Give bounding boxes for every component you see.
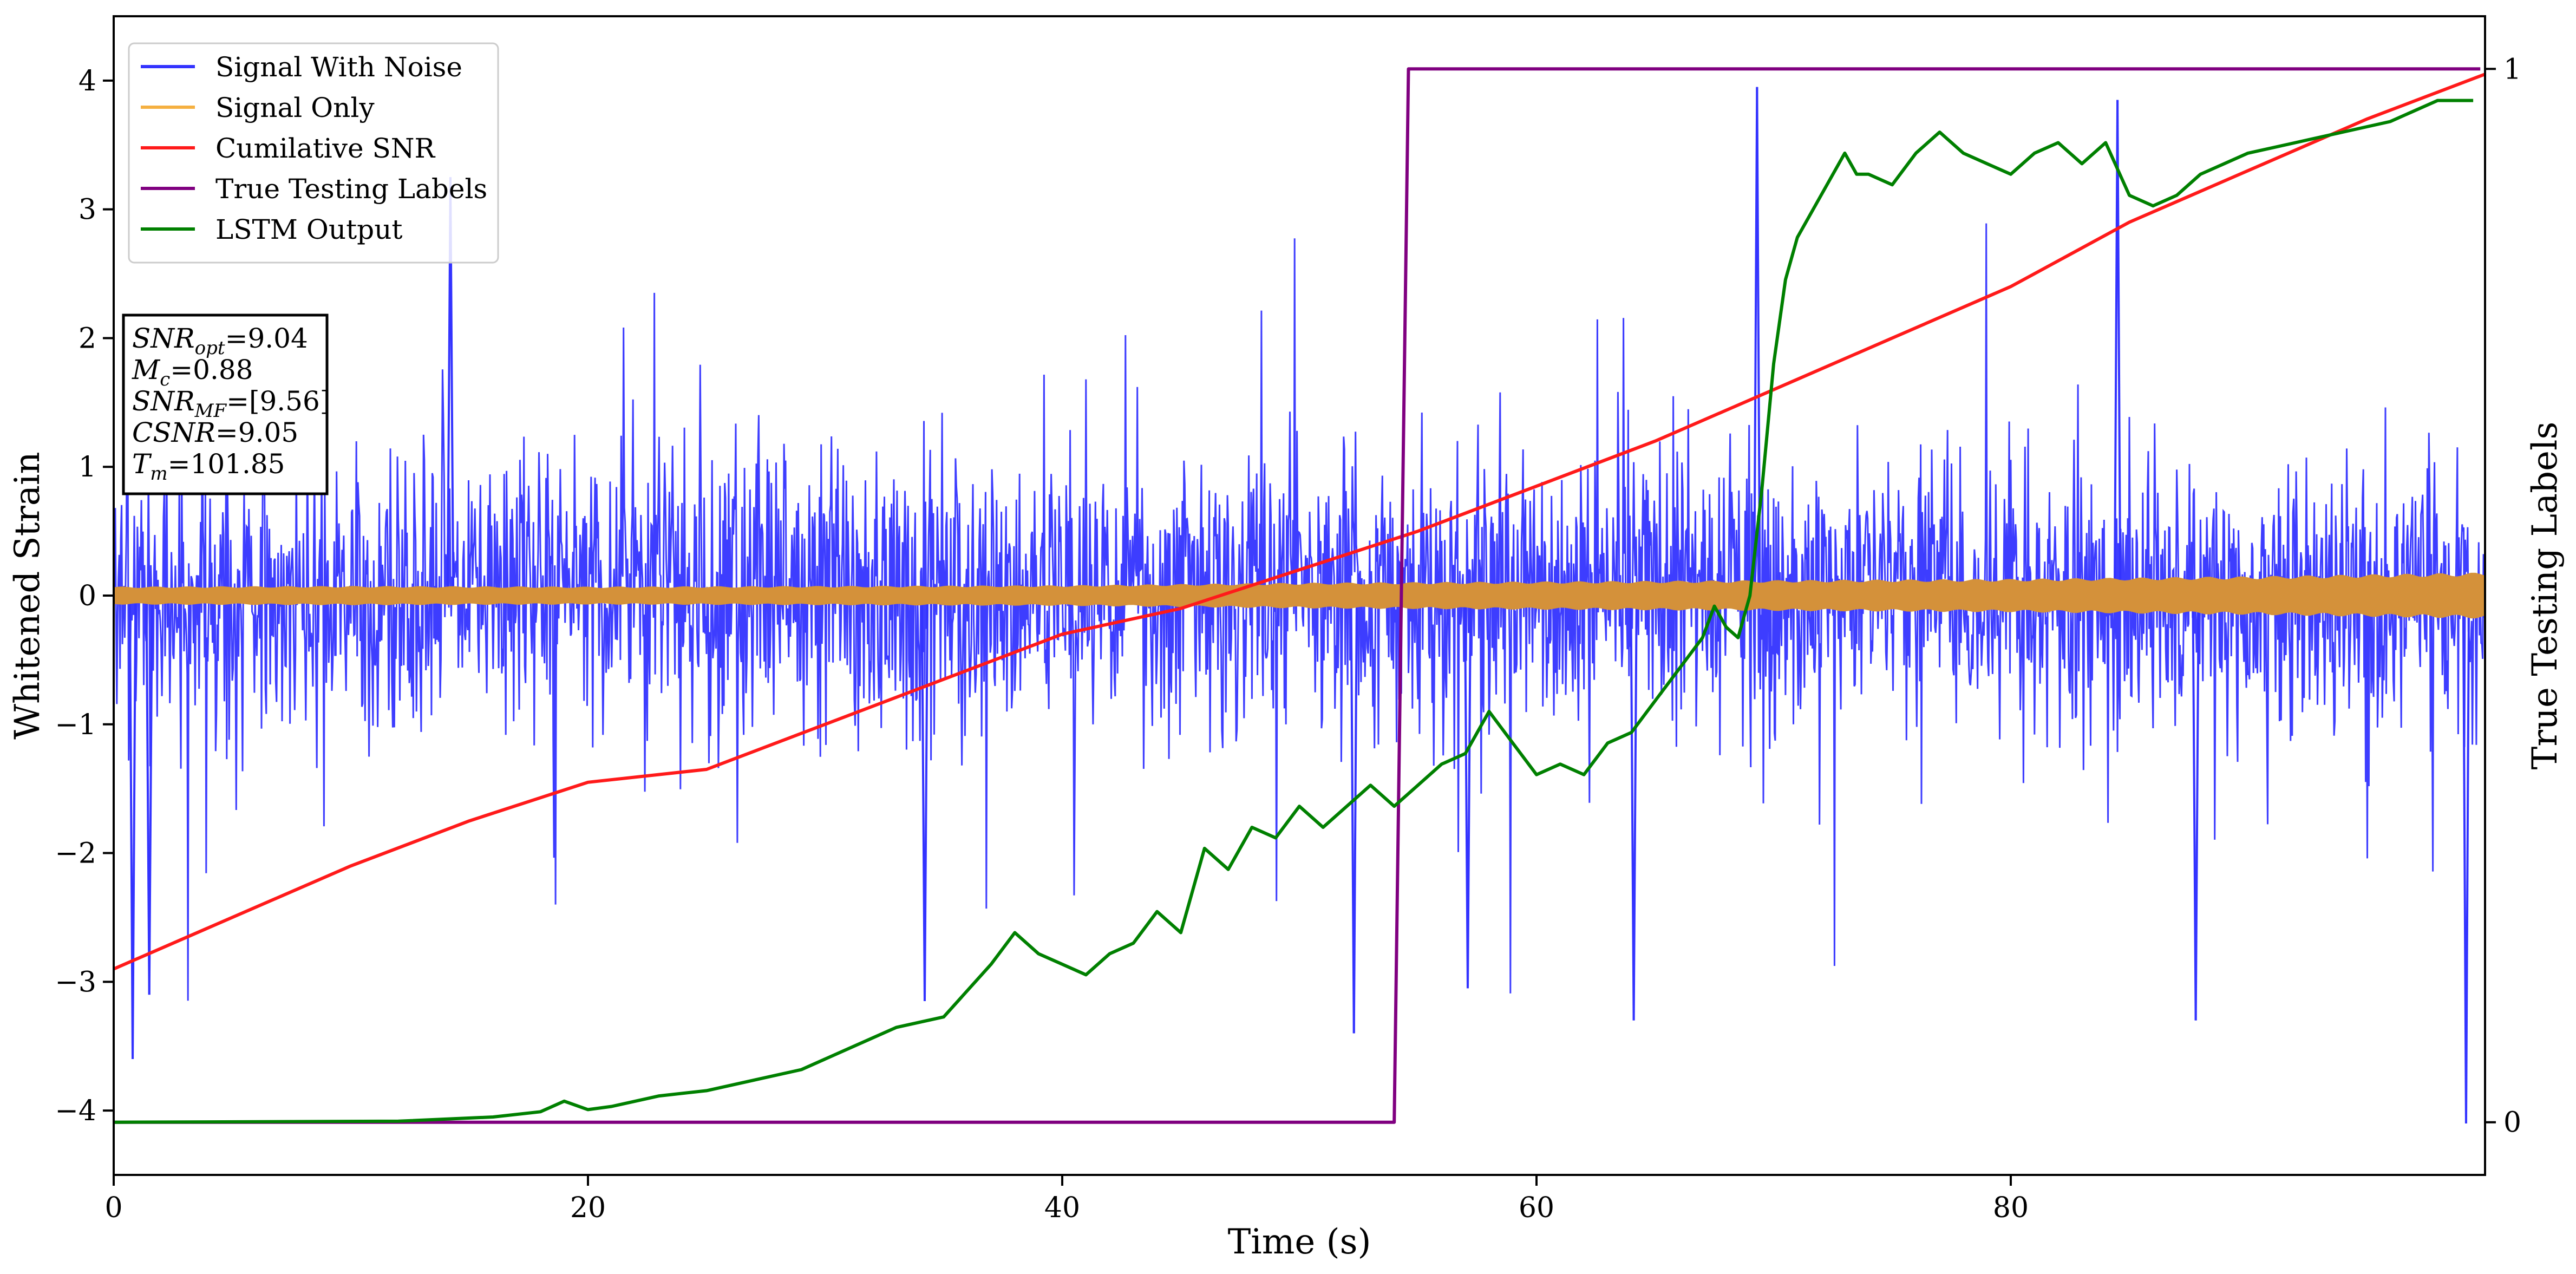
true-testing-labels-line: [114, 67, 2481, 1124]
y-tick-label: −3: [55, 966, 96, 998]
noise-spike: [2116, 100, 2122, 596]
x-tick-label: 80: [1993, 1192, 2029, 1224]
y-tick-label: −4: [55, 1095, 96, 1127]
annotation-box: SNRopt=9.04Mc=0.88SNRMF=[9.56]CSNR=9.05T…: [122, 313, 330, 495]
noise-spike: [2194, 595, 2200, 1021]
noise-spike: [1352, 595, 1358, 1034]
legend-label: Signal With Noise: [215, 51, 462, 83]
annotation-subscript: m: [150, 463, 167, 485]
right-y-axis-label: True Testing Labels: [2525, 422, 2565, 770]
y-tick-label: 0: [79, 580, 96, 612]
annotation-name: T: [132, 448, 152, 480]
annotation-line: SNRopt=9.04: [132, 323, 308, 359]
annotation-frame: [122, 313, 329, 495]
y-tick-label: 3: [79, 194, 96, 226]
y-axis-label: Whitened Strain: [8, 452, 48, 739]
annotation-value: =101.85: [168, 448, 285, 480]
annotation-value: =[9.56]: [226, 386, 330, 417]
lstm-output-line: [114, 99, 2474, 1124]
annotation-line: CSNR=9.05: [132, 417, 298, 448]
x-tick-label: 40: [1044, 1192, 1080, 1224]
right-y-tick-label: 0: [2503, 1107, 2521, 1139]
annotation-name: M: [132, 354, 161, 386]
noise-spike: [2464, 595, 2470, 1123]
annotation-subscript: opt: [195, 337, 225, 359]
true-testing-labels-series: [114, 67, 2481, 1124]
cumilative-snr-line: [114, 73, 2485, 971]
noise-spike: [148, 595, 153, 995]
legend-label: LSTM Output: [215, 214, 402, 245]
y-tick-label: 4: [79, 65, 96, 97]
annotation-line: Mc=0.88: [132, 354, 253, 390]
noise-spike: [1632, 595, 1638, 1021]
legend-label: True Testing Labels: [215, 173, 487, 205]
legend: Signal With Noise Signal Only Cumilative S…: [128, 42, 499, 264]
noise-series: [114, 87, 2485, 1123]
x-tick-label: 0: [104, 1192, 122, 1224]
y-tick-label: −2: [55, 838, 96, 870]
annotation-line: Tm=101.85: [132, 448, 285, 485]
signal-band: [114, 572, 2485, 619]
y-tick-label: 1: [79, 451, 96, 484]
x-axis-label: Time (s): [1228, 1222, 1371, 1262]
annotation-value: =0.88: [170, 354, 253, 386]
noise-spike: [1466, 595, 1472, 989]
annotation-name: SNR: [132, 323, 195, 354]
y-tick-label: 2: [79, 322, 96, 355]
noise-spike: [923, 595, 929, 1002]
annotation-value: =9.05: [215, 417, 298, 448]
annotation-value: =9.04: [225, 323, 308, 354]
annotation-name: CSNR: [132, 417, 215, 448]
y-tick-label: −1: [55, 709, 96, 741]
right-y-tick-label: 1: [2503, 53, 2521, 86]
signal-only-series: [114, 572, 2485, 619]
x-tick-label: 60: [1519, 1192, 1554, 1224]
legend-label: Cumilative SNR: [215, 133, 435, 164]
legend-label: Signal Only: [215, 92, 375, 123]
x-tick-label: 20: [570, 1192, 606, 1224]
annotation-name: SNR: [132, 386, 195, 417]
annotation-line: SNRMF=[9.56]: [132, 386, 330, 422]
annotation-subscript: MF: [194, 400, 227, 422]
annotation-subscript: c: [160, 369, 170, 390]
lstm-output-series: [114, 99, 2474, 1124]
noise-trace: [114, 223, 2485, 1001]
legend-frame: [128, 42, 499, 264]
cumilative-snr-series: [114, 73, 2485, 971]
noise-spike: [132, 595, 137, 1060]
